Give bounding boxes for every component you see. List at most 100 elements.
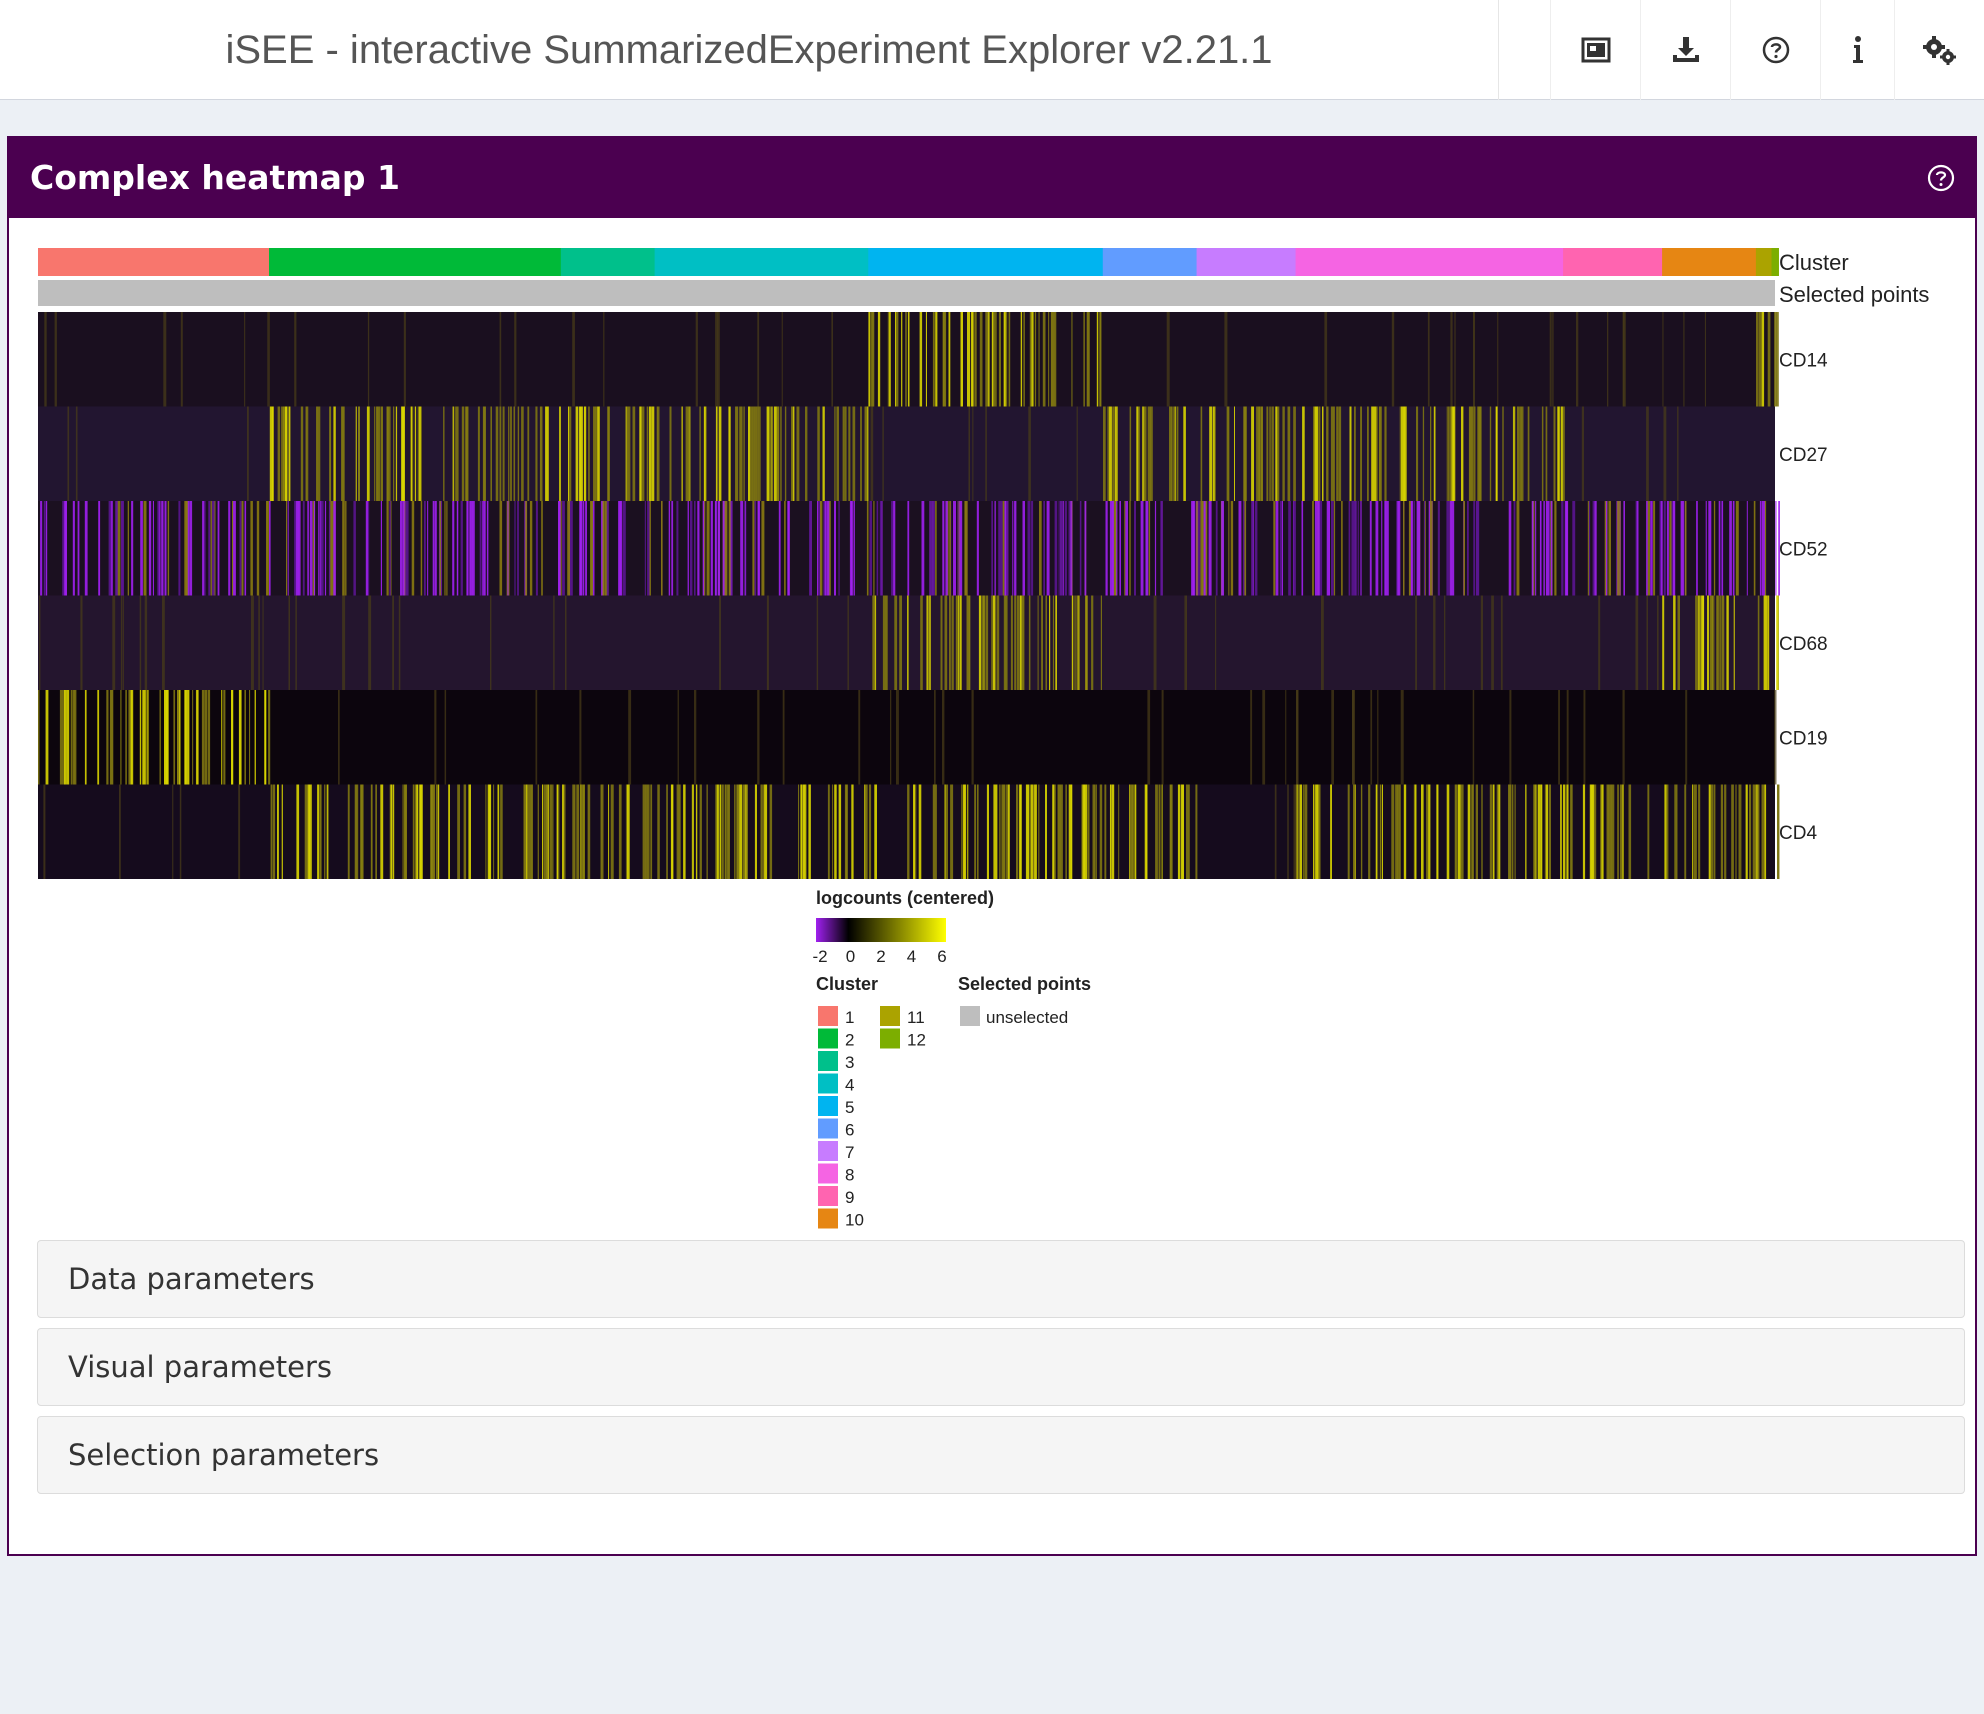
complex-heatmap-plot[interactable]: Cluster Selected points CD14 CD27 CD52 CD68 CD… <box>36 244 1966 1234</box>
cluster-legend-label-1: 1 <box>845 1008 854 1027</box>
heatmap-cell-CD27 <box>1302 406 1305 501</box>
heatmap-cell-CD4 <box>371 784 373 879</box>
heatmap-cell-CD52 <box>167 501 170 596</box>
heatmap-cell-CD27 <box>508 406 510 501</box>
heatmap-cell-CD14 <box>901 312 903 407</box>
heatmap-cell-CD52 <box>320 501 324 596</box>
heatmap-row-CD19 <box>38 690 1775 785</box>
download-button[interactable] <box>1640 0 1730 100</box>
heatmap-cell-CD4 <box>270 784 272 879</box>
heatmap-cell-CD4 <box>627 784 630 879</box>
heatmap-cell-CD68 <box>1701 595 1704 690</box>
cluster-legend-swatch-9 <box>818 1186 838 1206</box>
heatmap-cell-CD52 <box>893 501 896 596</box>
heatmap-cell-CD68 <box>1014 595 1017 690</box>
info-button[interactable] <box>1820 0 1894 100</box>
heatmap-cell-CD4 <box>678 784 680 879</box>
heatmap-cell-CD19 <box>535 690 538 785</box>
heatmap-cell-CD4 <box>683 784 686 879</box>
heatmap-cell-CD27 <box>1480 406 1482 501</box>
heatmap-cell-CD52 <box>1659 501 1663 596</box>
heatmap-cell-CD52 <box>1623 501 1625 596</box>
heatmap-cell-CD68 <box>992 595 996 690</box>
heatmap-cell-CD68 <box>144 595 148 690</box>
heatmap-cell-CD68 <box>1184 595 1187 690</box>
heatmap-cell-CD52 <box>1397 501 1400 596</box>
heatmap-cell-CD27 <box>1336 406 1339 501</box>
heatmap-cell-CD14 <box>1450 312 1453 407</box>
heatmap-cell-CD4 <box>588 784 591 879</box>
heatmap-cell-CD19 <box>1370 690 1373 785</box>
heatmap-cell-CD19 <box>221 690 223 785</box>
heatmap-cell-CD14 <box>1050 312 1053 407</box>
panel-help-icon[interactable] <box>1927 164 1955 192</box>
heatmap-cell-CD68 <box>392 595 394 690</box>
heatmap-cell-CD4 <box>1735 784 1737 879</box>
selection-parameters-accordion[interactable]: Selection parameters <box>37 1416 1965 1494</box>
heatmap-cell-CD27 <box>1169 406 1172 501</box>
heatmap-cell-CD68 <box>1052 595 1055 690</box>
heatmap-cell-CD52 <box>1535 501 1537 596</box>
heatmap-cell-CD27 <box>455 406 459 501</box>
heatmap-cell-CD52 <box>697 501 700 596</box>
help-button[interactable] <box>1730 0 1820 100</box>
heatmap-cell-CD14 <box>972 312 974 407</box>
heatmap-cell-CD68 <box>978 595 982 690</box>
heatmap-cell-CD27 <box>1112 406 1115 501</box>
heatmap-cell-CD27 <box>568 406 572 501</box>
heatmap-cell-CD52 <box>452 501 455 596</box>
heatmap-cell-CD14 <box>1038 312 1040 407</box>
heatmap-cell-CD14 <box>1704 312 1706 407</box>
heatmap-cell-CD14 <box>1054 312 1057 407</box>
heatmap-cell-CD52 <box>787 501 790 596</box>
heatmap-cell-CD4 <box>934 784 937 879</box>
data-parameters-accordion[interactable]: Data parameters <box>37 1240 1965 1318</box>
heatmap-cell-CD4 <box>1492 784 1495 879</box>
heatmap-cell-CD68 <box>985 595 989 690</box>
heatmap-cell-CD52 <box>256 501 260 596</box>
heatmap-cell-CD4 <box>1030 784 1034 879</box>
heatmap-cell-CD27 <box>822 406 825 501</box>
heatmap-cell-CD27 <box>1416 406 1419 501</box>
heatmap-cell-CD68 <box>1074 595 1076 690</box>
heatmap-cell-CD52 <box>331 501 333 596</box>
heatmap-cell-CD27 <box>1354 406 1356 501</box>
heatmap-cell-CD4 <box>1177 784 1181 879</box>
heatmap-cell-CD19 <box>70 690 73 785</box>
heatmap-cell-CD52 <box>1604 501 1606 596</box>
heatmap-cell-CD14 <box>1759 312 1762 407</box>
heatmap-cell-CD68 <box>949 595 951 690</box>
heatmap-cell-CD52 <box>1275 501 1279 596</box>
heatmap-cell-CD27 <box>1433 406 1436 501</box>
heatmap-cell-CD4 <box>1084 784 1087 879</box>
visual-parameters-accordion[interactable]: Visual parameters <box>37 1328 1965 1406</box>
heatmap-cell-CD27 <box>759 406 761 501</box>
heatmap-cell-CD52 <box>1636 501 1639 596</box>
heatmap-cell-CD52 <box>432 501 435 596</box>
heatmap-cell-CD19 <box>268 690 271 785</box>
heatmap-cell-CD27 <box>728 406 731 501</box>
heatmap-cell-CD52 <box>994 501 996 596</box>
settings-button[interactable] <box>1894 0 1984 100</box>
export-image-button[interactable] <box>1550 0 1640 100</box>
heatmap-cell-CD52 <box>1543 501 1545 596</box>
heatmap-cell-CD27 <box>545 406 547 501</box>
heatmap-cell-CD4 <box>1619 784 1622 879</box>
heatmap-cell-CD27 <box>852 406 856 501</box>
heatmap-cell-CD52 <box>942 501 945 596</box>
heatmap-cell-CD4 <box>746 784 748 879</box>
heatmap-cell-CD19 <box>238 690 242 785</box>
heatmap-cell-CD4 <box>1607 784 1610 879</box>
heatmap-cell-CD14 <box>1623 312 1626 407</box>
heatmap-cell-CD52 <box>1650 501 1653 596</box>
heatmap-cell-CD4 <box>679 784 681 879</box>
cluster-legend-swatch-7 <box>818 1141 838 1161</box>
cluster-legend-swatch-12 <box>880 1028 900 1049</box>
heatmap-cell-CD52 <box>1109 501 1112 596</box>
heatmap-cell-CD27 <box>1349 406 1352 501</box>
heatmap-cell-CD4 <box>527 784 530 879</box>
heatmap-cell-CD27 <box>1422 406 1425 501</box>
heatmap-cell-CD4 <box>1708 784 1711 879</box>
heatmap-cell-CD4 <box>809 784 811 879</box>
heatmap-cell-CD27 <box>1326 406 1329 501</box>
